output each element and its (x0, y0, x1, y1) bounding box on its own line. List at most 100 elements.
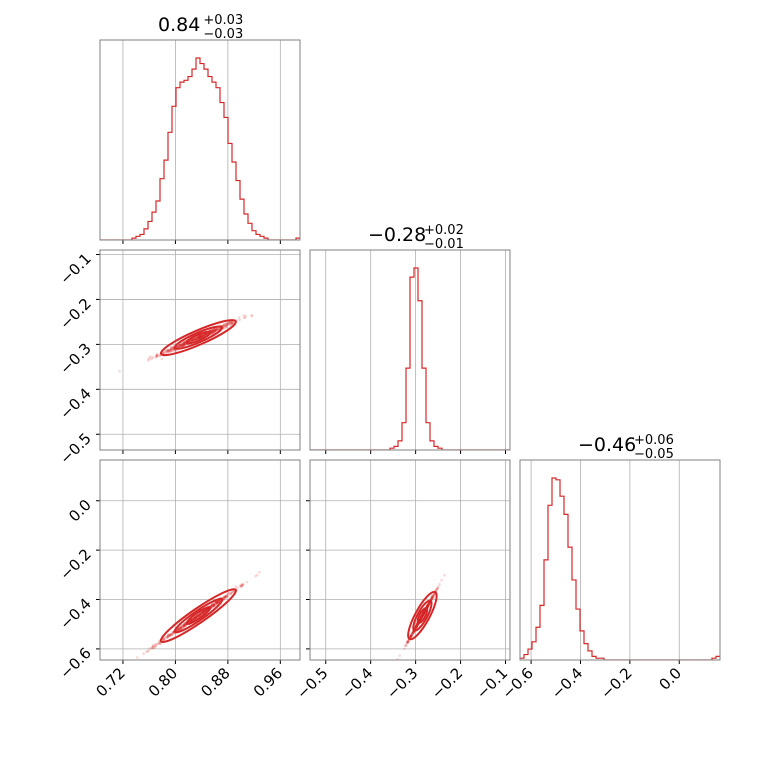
scatter-point (216, 601, 219, 604)
scatter-point (182, 343, 186, 346)
scatter-point (414, 626, 418, 630)
scatter-point (422, 610, 426, 613)
scatter-point (416, 623, 419, 627)
scatter-point (217, 600, 220, 603)
scatter-point (218, 327, 221, 330)
scatter-point (414, 624, 418, 627)
scatter-point (419, 617, 422, 620)
scatter-point (426, 604, 429, 608)
scatter-point (199, 613, 202, 617)
scatter-point (421, 613, 425, 617)
scatter-point (419, 616, 423, 619)
scatter-point (225, 594, 228, 598)
scatter-point (214, 602, 217, 605)
scatter-point (155, 354, 158, 357)
scatter-point (203, 611, 206, 614)
scatter-point (201, 611, 205, 615)
scatter-point (419, 618, 422, 621)
scatter-point (202, 611, 205, 615)
scatter-point (182, 624, 186, 627)
scatter-point (415, 623, 419, 626)
scatter-point (191, 338, 194, 342)
contour-1-0-1 (173, 325, 224, 350)
scatter-point (420, 614, 424, 617)
scatter-point (231, 321, 234, 325)
scatter-point (167, 349, 171, 352)
scatter-point (183, 624, 187, 627)
scatter-point (175, 349, 178, 352)
scatter-point (198, 335, 201, 338)
scatter-point (422, 611, 426, 614)
scatter-point (242, 316, 246, 319)
scatter-point (426, 604, 430, 607)
scatter-point (198, 335, 201, 339)
scatter-point (421, 613, 425, 617)
scatter-point (180, 344, 184, 347)
scatter-point (166, 348, 170, 352)
panel-frame-2-0 (99, 459, 301, 661)
scatter-point (422, 612, 426, 616)
scatter-point (422, 610, 426, 613)
contour-2-1-2 (416, 607, 429, 625)
scatter-point (415, 623, 419, 627)
scatter-point (213, 329, 216, 333)
scatter-point (201, 333, 204, 337)
scatter-point (194, 614, 198, 618)
scatter-point (211, 606, 215, 610)
scatter-point (409, 635, 413, 638)
scatter-point (166, 350, 169, 353)
scatter-point (250, 314, 253, 318)
scatter-point (414, 625, 418, 628)
scatter-point (182, 624, 185, 628)
scatter-point (192, 617, 196, 620)
scatter-point (196, 615, 199, 619)
scatter-point (409, 635, 413, 639)
scatter-point (210, 328, 213, 332)
scatter-point (409, 634, 413, 637)
scatter-point (169, 348, 173, 351)
scatter-point (223, 595, 226, 598)
scatter-point (411, 632, 414, 636)
scatter-point (213, 329, 217, 332)
scatter-point (414, 626, 417, 630)
scatter-point (197, 614, 200, 617)
scatter-point (169, 350, 173, 353)
scatter-point (226, 594, 229, 598)
scatter-point (212, 603, 216, 607)
scatter-point (217, 327, 220, 331)
scatter-point (216, 600, 220, 604)
scatter-point (190, 339, 194, 343)
scatter-point (422, 612, 426, 615)
scatter-point (229, 322, 232, 325)
scatter-point (426, 604, 430, 607)
panel-content-2-0 (135, 570, 261, 659)
scatter-point (181, 624, 185, 627)
scatter-point (180, 344, 184, 348)
scatter-point (203, 609, 207, 613)
scatter-point (192, 337, 195, 341)
scatter-point (203, 610, 206, 613)
scatter-point (204, 332, 208, 336)
x-tick-label-1-1: −0.4 (338, 664, 376, 702)
scatter-point (202, 610, 206, 613)
scatter-point (198, 335, 202, 339)
scatter-point (419, 617, 422, 621)
panel-2-0: 0.72 0.80 0.88 0.96 −0.6 −0.4 −0.2 0.0 (56, 459, 301, 700)
scatter-point (194, 337, 197, 341)
scatter-point (419, 617, 423, 620)
scatter-point (182, 342, 185, 346)
scatter-point (180, 627, 183, 630)
scatter-point (193, 616, 197, 620)
scatter-point (170, 348, 173, 352)
scatter-point (182, 625, 186, 628)
scatter-point (419, 618, 422, 621)
scatter-point (166, 635, 170, 638)
scatter-point (422, 610, 426, 614)
scatter-point (418, 618, 422, 621)
scatter-point (430, 596, 434, 600)
scatter-point (212, 328, 216, 332)
scatter-point (226, 322, 229, 326)
scatter-point (212, 603, 216, 607)
scatter-point (242, 314, 245, 317)
scatter-point (195, 615, 198, 619)
